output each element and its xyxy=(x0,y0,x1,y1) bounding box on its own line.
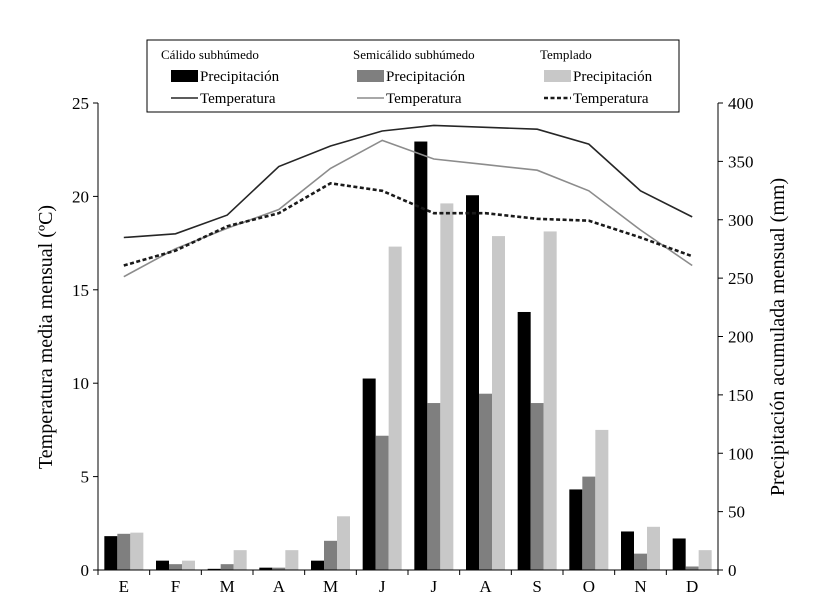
precip-bar-semicalido xyxy=(479,393,492,570)
right-axis-tick-label: 300 xyxy=(728,211,754,230)
legend-line-label-semicalido: Temperatura xyxy=(386,91,462,107)
precip-bar-semicalido xyxy=(220,564,234,570)
precip-bar-calido xyxy=(672,538,686,570)
legend-frame xyxy=(146,39,680,113)
temp-line-calido xyxy=(123,124,693,239)
precip-bar-templado xyxy=(698,550,712,570)
precip-bar-templado xyxy=(492,236,505,570)
x-axis-tick-label: J xyxy=(431,577,438,596)
precip-bar-semicalido xyxy=(272,567,286,570)
legend-bar-label-calido: Precipitación xyxy=(200,69,280,85)
precip-bar-calido xyxy=(517,311,531,570)
legend-title-templado: Templado xyxy=(540,47,592,62)
x-axis-tick-label: M xyxy=(220,577,235,596)
precip-bar-calido xyxy=(311,560,324,570)
x-axis-tick-label: D xyxy=(686,577,698,596)
precip-bar-templado xyxy=(440,203,454,570)
legend-swatch-bar-semicalido xyxy=(357,70,384,82)
precipitation-bars xyxy=(104,141,712,571)
legend-title-calido: Cálido subhúmedo xyxy=(161,47,259,62)
precip-bar-calido xyxy=(362,378,376,570)
precip-bar-semicalido xyxy=(530,403,544,570)
precip-bar-calido xyxy=(466,195,479,571)
precip-bar-calido xyxy=(156,560,169,570)
x-axis-tick-label: O xyxy=(583,577,595,596)
right-axis-tick-label: 400 xyxy=(728,94,754,113)
x-axis-tick-label: F xyxy=(171,577,180,596)
legend-swatch-bar-templado xyxy=(544,70,571,82)
precip-bar-semicalido xyxy=(582,476,596,570)
x-axis-tick-label: S xyxy=(532,577,541,596)
precip-bar-semicalido xyxy=(324,540,337,570)
precip-bar-calido xyxy=(621,531,634,570)
legend-line-label-calido: Temperatura xyxy=(200,91,276,107)
x-axis-tick-label: E xyxy=(119,577,129,596)
precip-bar-templado xyxy=(543,231,557,571)
precip-bar-templado xyxy=(233,550,247,570)
precip-bar-semicalido xyxy=(169,564,182,570)
precip-bar-templado xyxy=(285,550,299,570)
left-axis-tick-label: 15 xyxy=(72,281,89,300)
left-axis-tick-label: 0 xyxy=(81,561,90,580)
left-axis-tick-label: 20 xyxy=(72,187,89,206)
precip-bar-calido xyxy=(414,141,428,570)
precip-bar-templado xyxy=(388,246,402,571)
right-axis-tick-label: 100 xyxy=(728,444,754,463)
legend: Cálido subhúmedo Precipitación Temperatu… xyxy=(146,39,680,113)
precip-bar-templado xyxy=(647,526,660,570)
left-axis-tick-label: 5 xyxy=(81,468,90,487)
x-axis-tick-label: A xyxy=(479,577,492,596)
right-axis-title: Precipitación acumulada mensual (mm) xyxy=(767,178,789,496)
precip-bar-semicalido xyxy=(634,553,647,570)
right-axis-tick-label: 0 xyxy=(728,561,737,580)
x-axis-tick-label: M xyxy=(323,577,338,596)
left-axis-title: Temperatura media mensual (ºC) xyxy=(35,205,57,469)
right-axis-tick-label: 150 xyxy=(728,386,754,405)
precip-bar-calido xyxy=(207,568,221,570)
legend-bar-label-templado: Precipitación xyxy=(573,69,653,85)
temp-line-templado xyxy=(123,181,693,267)
precip-bar-semicalido xyxy=(117,533,131,570)
right-axis-tick-label: 200 xyxy=(728,328,754,347)
legend-bar-label-semicalido: Precipitación xyxy=(386,69,466,85)
right-axis-tick-label: 250 xyxy=(728,269,754,288)
precip-bar-templado xyxy=(130,532,144,570)
precip-bar-semicalido xyxy=(685,566,699,570)
right-axis-tick-label: 50 xyxy=(728,503,745,522)
precip-bar-calido xyxy=(259,567,273,570)
legend-swatch-bar-calido xyxy=(171,70,198,82)
legend-line-label-templado: Temperatura xyxy=(573,91,649,107)
precip-bar-semicalido xyxy=(375,435,389,570)
temperature-lines xyxy=(123,124,693,278)
precip-bar-semicalido xyxy=(427,403,441,570)
precip-bar-templado xyxy=(182,560,195,570)
precip-bar-templado xyxy=(337,516,350,570)
right-axis-tick-label: 350 xyxy=(728,152,754,171)
x-axis-tick-label: A xyxy=(273,577,286,596)
legend-title-semicalido: Semicálido subhúmedo xyxy=(353,47,475,62)
left-axis-tick-label: 10 xyxy=(72,374,89,393)
precip-bar-calido xyxy=(104,536,118,570)
x-axis-tick-label: N xyxy=(634,577,646,596)
precip-bar-templado xyxy=(595,429,609,570)
x-axis-tick-label: J xyxy=(379,577,386,596)
precip-bar-calido xyxy=(569,489,583,570)
left-axis-tick-label: 25 xyxy=(72,94,89,113)
